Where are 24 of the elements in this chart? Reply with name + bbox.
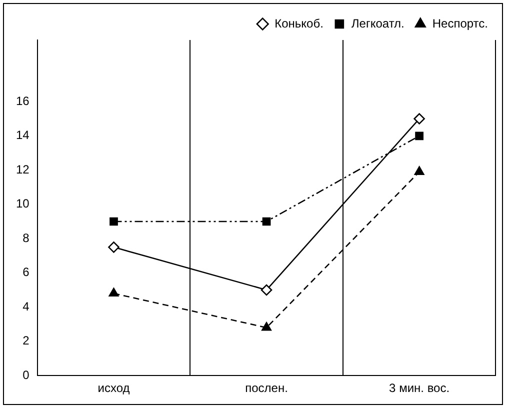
legend-label: Неспортс.: [432, 16, 488, 30]
point: [414, 166, 424, 175]
point: [262, 322, 272, 331]
y-tick-label: 8: [22, 230, 30, 245]
legend-label: Легкоатл.: [351, 16, 404, 30]
y-tick-label: 16: [16, 94, 30, 108]
point: [108, 288, 119, 297]
point: [108, 242, 120, 253]
point: [260, 284, 272, 296]
y-tick-label: 6: [22, 265, 30, 280]
y-tick-label: 12: [16, 162, 30, 176]
legend-label: Конькоб.: [274, 16, 324, 30]
y-tick-label: 0: [22, 368, 30, 382]
point: [415, 132, 424, 140]
point: [110, 217, 118, 226]
y-tick-label: 2: [22, 334, 30, 348]
x-tick-label: 3 мин. вос.: [389, 381, 450, 396]
x-tick-label: послен.: [245, 381, 288, 396]
y-tick-label: 10: [16, 196, 30, 211]
y-tick-label: 4: [22, 299, 30, 314]
point: [414, 113, 425, 124]
x-tick-label: исход: [98, 381, 130, 396]
y-tick-label: 14: [16, 128, 30, 142]
point: [262, 217, 271, 226]
